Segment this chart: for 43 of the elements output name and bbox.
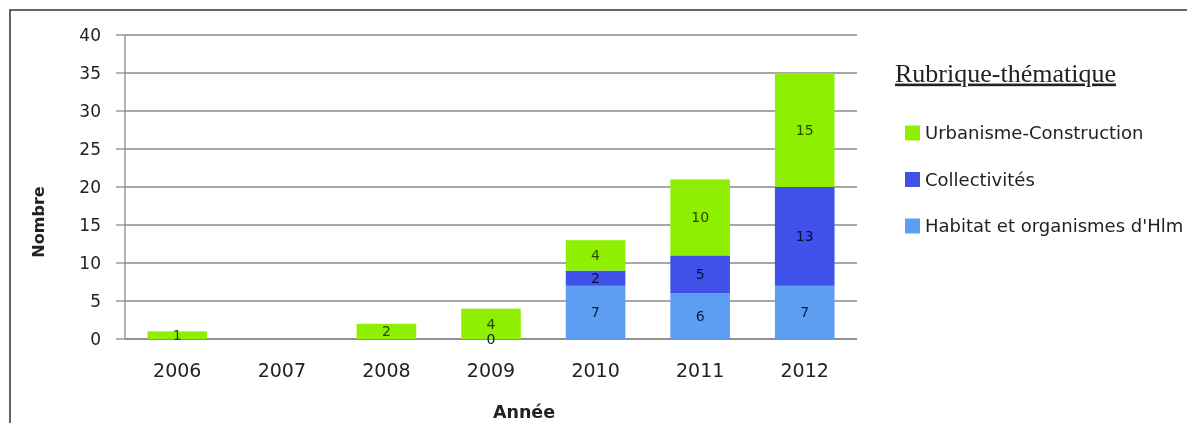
bar	[356, 323, 417, 339]
data-label: 2	[591, 270, 601, 287]
data-label: 7	[800, 304, 810, 321]
x-tick-label: 2009	[466, 358, 516, 381]
x-tick-label: 2010	[571, 358, 620, 381]
bar	[774, 285, 835, 339]
data-label: 15	[795, 122, 814, 139]
y-tick-label: 15	[79, 215, 101, 236]
y-tick-label: 0	[90, 329, 101, 350]
data-label: 4	[486, 315, 496, 332]
data-label: 4	[591, 247, 601, 264]
data-label: 7	[591, 304, 601, 321]
bar	[670, 179, 730, 256]
data-label: 13	[795, 228, 814, 245]
legend-label: Habitat et organismes d'Hlm	[925, 215, 1184, 237]
bar	[774, 73, 835, 187]
x-tick-label: 2007	[257, 358, 307, 381]
y-tick-label: 20	[79, 177, 101, 198]
y-tick-label: 25	[79, 139, 101, 160]
legend-label: Urbanisme-Construction	[925, 122, 1144, 144]
bar	[565, 270, 626, 286]
y-tick-label: 10	[79, 253, 101, 274]
bar	[670, 255, 730, 294]
data-label: 6	[695, 308, 705, 325]
bar	[565, 285, 626, 339]
data-label: 2	[381, 323, 391, 340]
data-label: 5	[695, 266, 705, 283]
x-tick-label: 2006	[153, 358, 202, 381]
legend-label: Collectivités	[925, 168, 1035, 190]
bar	[774, 187, 835, 286]
x-tick-label: 2012	[780, 358, 829, 381]
legend-title: Rubrique-thématique	[895, 58, 1116, 88]
y-axis-title: Nombre	[28, 186, 48, 258]
x-axis-title: Année	[492, 402, 556, 423]
y-tick-label: 30	[79, 101, 101, 122]
bar	[670, 293, 730, 339]
bar	[565, 240, 626, 271]
y-tick-label: 5	[90, 291, 101, 312]
data-label: 10	[691, 209, 710, 226]
y-tick-label: 35	[79, 63, 101, 84]
x-tick-label: 2011	[675, 358, 725, 381]
y-tick-label: 40	[79, 25, 101, 46]
x-tick-label: 2008	[362, 358, 411, 381]
